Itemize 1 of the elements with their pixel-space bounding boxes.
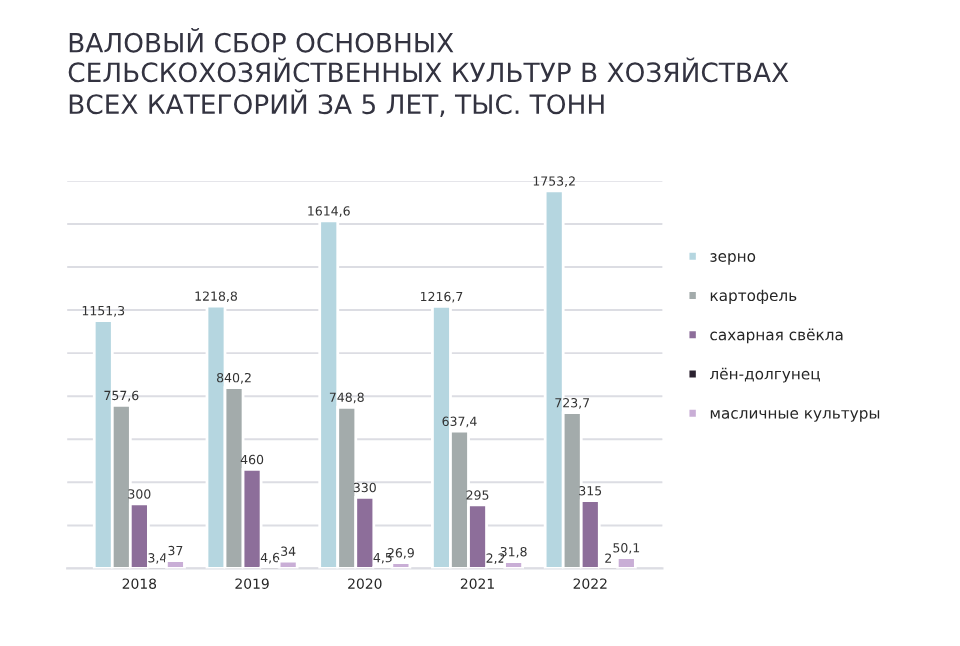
chart-title: ВАЛОВЫЙ СБОР ОСНОВНЫХ СЕЛЬСКОХОЗЯЙСТВЕННЫХ КУЛЬТУР В ХОЗЯЙСТВАХ ВСЕХ КАТЕГОРИЙ ЗА 5 ЛЕТ, ТЫС. ТОНН [68,27,789,117]
